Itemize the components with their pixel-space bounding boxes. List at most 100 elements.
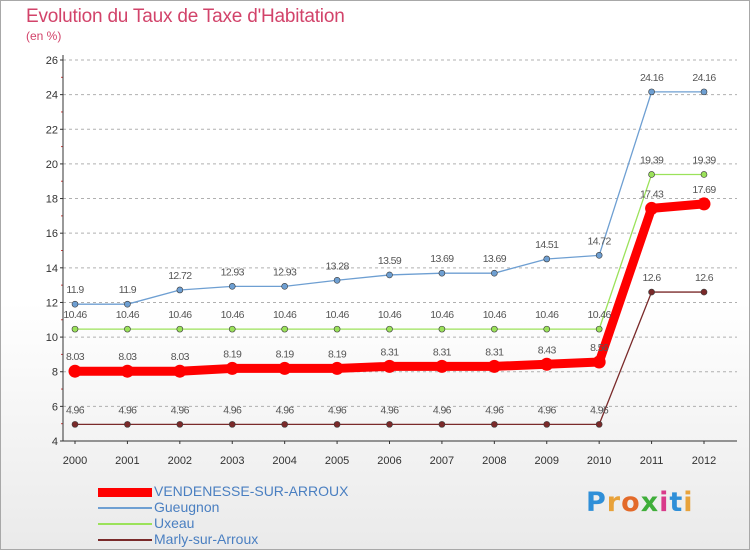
chart-title: Evolution du Taux de Taxe d'Habitation [26, 6, 345, 27]
y-tick-label-12: 12 [46, 297, 58, 309]
x-tick-label-2001: 2001 [115, 455, 139, 467]
point-VENDENESSE-SUR-ARROUX-2001 [120, 364, 134, 378]
y-tick-label-24: 24 [46, 90, 58, 102]
y-tick-label-20: 20 [46, 159, 58, 171]
x-tick-label-2007: 2007 [430, 455, 454, 467]
data-label-Gueugnon-2000: 11.9 [66, 284, 84, 296]
y-tick-label-14: 14 [46, 263, 58, 275]
x-tick-label-2003: 2003 [220, 455, 244, 467]
point-Uxeau-2001 [124, 325, 131, 333]
legend-swatch [98, 507, 152, 509]
data-label-Gueugnon-2003: 12.93 [221, 266, 245, 278]
legend-swatch [98, 539, 152, 541]
point-Marly-sur-Arroux-2006 [386, 421, 393, 428]
x-tick-label-2010: 2010 [587, 455, 611, 467]
point-Gueugnon-2007 [438, 269, 446, 277]
data-label-VENDENESSE-SUR-ARROUX-2011: 17.43 [640, 188, 664, 200]
point-VENDENESSE-SUR-ARROUX-2004 [278, 361, 292, 375]
data-label-Uxeau-2009: 10.46 [535, 309, 559, 321]
point-Uxeau-2006 [386, 325, 393, 333]
legend-label: Gueugnon [154, 499, 220, 515]
y-tick-label-8: 8 [52, 367, 58, 379]
y-tick-label-16: 16 [46, 228, 58, 240]
data-label-Uxeau-2000: 10.46 [63, 309, 87, 321]
data-label-Marly-sur-Arroux-2006: 4.96 [380, 404, 399, 416]
point-Uxeau-2010 [595, 325, 603, 333]
data-label-VENDENESSE-SUR-ARROUX-2012: 17.69 [692, 184, 716, 196]
data-label-Gueugnon-2002: 12.72 [168, 270, 192, 282]
data-label-Gueugnon-2009: 14.51 [535, 239, 559, 251]
data-label-Uxeau-2002: 10.46 [168, 309, 192, 321]
point-Uxeau-2005 [333, 325, 341, 333]
point-Marly-sur-Arroux-2004 [281, 421, 288, 428]
x-tick-label-2006: 2006 [377, 455, 401, 467]
logo-letter: o [621, 487, 641, 518]
legend-swatch [98, 488, 152, 497]
data-label-VENDENESSE-SUR-ARROUX-2008: 8.31 [485, 346, 504, 358]
point-Marly-sur-Arroux-2008 [491, 421, 498, 428]
point-Marly-sur-Arroux-2012 [700, 288, 708, 296]
data-label-Uxeau-2007: 10.46 [430, 309, 454, 321]
point-Gueugnon-2009 [543, 255, 551, 263]
data-label-Gueugnon-2006: 13.59 [378, 255, 402, 267]
data-label-Uxeau-2003: 10.46 [221, 309, 245, 321]
data-label-Marly-sur-Arroux-2010: 4.96 [590, 404, 609, 416]
data-label-VENDENESSE-SUR-ARROUX-2003: 8.19 [223, 348, 242, 360]
point-Marly-sur-Arroux-2009 [543, 421, 551, 428]
data-label-Marly-sur-Arroux-2009: 4.96 [538, 404, 557, 416]
data-label-VENDENESSE-SUR-ARROUX-2007: 8.31 [433, 346, 452, 358]
point-Uxeau-2004 [281, 325, 288, 333]
chart-unit: (en %) [26, 29, 62, 43]
point-Gueugnon-2011 [648, 88, 655, 96]
x-tick-label-2002: 2002 [168, 455, 192, 467]
legend-label: Uxeau [154, 515, 195, 531]
data-label-Marly-sur-Arroux-2007: 4.96 [433, 404, 452, 416]
point-Gueugnon-2003 [228, 283, 236, 290]
point-VENDENESSE-SUR-ARROUX-2010 [592, 355, 606, 369]
point-Marly-sur-Arroux-2005 [333, 421, 341, 428]
data-label-Marly-sur-Arroux-2002: 4.96 [171, 404, 190, 416]
x-tick-label-2009: 2009 [535, 455, 559, 467]
data-label-VENDENESSE-SUR-ARROUX-2004: 8.19 [276, 348, 295, 360]
point-Gueugnon-2004 [281, 283, 288, 290]
point-Marly-sur-Arroux-2007 [438, 421, 446, 428]
data-label-Marly-sur-Arroux-2011: 12.6 [643, 272, 662, 284]
data-label-VENDENESSE-SUR-ARROUX-2010: 8.56 [590, 342, 609, 354]
y-tick-label-18: 18 [46, 194, 58, 206]
legend-item-2: Gueugnon [98, 499, 398, 515]
y-tick-label-26: 26 [46, 55, 58, 67]
data-label-Uxeau-2012: 19.39 [692, 154, 716, 166]
data-label-Uxeau-2004: 10.46 [273, 309, 297, 321]
point-Uxeau-2000 [71, 325, 79, 333]
data-label-VENDENESSE-SUR-ARROUX-2002: 8.03 [171, 351, 190, 363]
point-VENDENESSE-SUR-ARROUX-2002 [173, 364, 187, 378]
point-Uxeau-2009 [543, 325, 551, 333]
data-label-Uxeau-2006: 10.46 [378, 309, 402, 321]
logo-letter: i [683, 487, 694, 518]
point-Marly-sur-Arroux-2003 [228, 421, 236, 428]
data-label-Uxeau-2005: 10.46 [325, 309, 349, 321]
y-tick-label-10: 10 [46, 332, 58, 344]
data-label-Uxeau-2001: 10.46 [116, 309, 140, 321]
y-tick-label-6: 6 [52, 401, 58, 413]
data-label-VENDENESSE-SUR-ARROUX-2009: 8.43 [538, 344, 557, 356]
point-Gueugnon-2008 [491, 269, 498, 277]
legend-swatch [98, 523, 152, 525]
point-Gueugnon-2005 [333, 276, 341, 284]
point-VENDENESSE-SUR-ARROUX-2007 [435, 359, 449, 373]
data-label-Gueugnon-2012: 24.16 [692, 72, 716, 84]
series-line-Uxeau [75, 173, 704, 330]
data-label-Marly-sur-Arroux-2001: 4.96 [118, 404, 137, 416]
point-Gueugnon-2001 [124, 300, 131, 308]
data-label-Uxeau-2011: 19.39 [640, 154, 664, 166]
point-VENDENESSE-SUR-ARROUX-2005 [330, 361, 344, 375]
x-tick-label-2004: 2004 [272, 455, 296, 467]
data-label-Marly-sur-Arroux-2005: 4.96 [328, 404, 347, 416]
point-Gueugnon-2012 [700, 88, 708, 96]
data-label-Marly-sur-Arroux-2012: 12.6 [695, 272, 714, 284]
legend-label: VENDENESSE-SUR-ARROUX [154, 483, 349, 499]
data-label-Uxeau-2008: 10.46 [483, 309, 507, 321]
data-label-Gueugnon-2008: 13.69 [483, 253, 507, 265]
point-Uxeau-2002 [176, 325, 184, 333]
data-label-Marly-sur-Arroux-2004: 4.96 [276, 404, 295, 416]
